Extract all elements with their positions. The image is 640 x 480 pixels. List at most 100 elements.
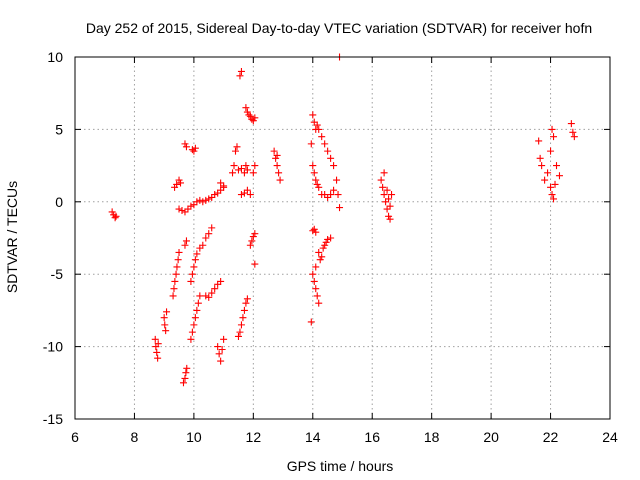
data-point <box>548 191 556 199</box>
data-point <box>386 215 394 223</box>
data-point <box>234 166 242 174</box>
data-point <box>191 256 199 264</box>
data-point <box>179 379 187 387</box>
data-point <box>237 164 245 172</box>
data-point <box>199 241 207 249</box>
data-point <box>181 374 189 382</box>
data-point <box>313 292 321 300</box>
data-point <box>315 299 323 307</box>
data-point <box>550 195 558 203</box>
data-point <box>246 191 254 199</box>
data-point <box>208 289 216 297</box>
data-point <box>173 263 181 271</box>
data-point <box>547 183 555 191</box>
data-point <box>151 335 159 343</box>
data-point <box>240 189 248 197</box>
data-point <box>243 295 251 303</box>
data-point <box>318 253 326 261</box>
data-point <box>217 357 225 365</box>
data-point <box>237 191 245 199</box>
data-point <box>183 364 191 372</box>
data-point <box>324 235 332 243</box>
data-point <box>205 293 213 301</box>
data-point <box>273 162 281 170</box>
data-point <box>184 205 192 213</box>
data-point <box>385 195 393 203</box>
data-point <box>309 162 317 170</box>
data-point <box>249 233 257 241</box>
data-point <box>202 196 210 204</box>
data-point <box>181 208 189 216</box>
data-point <box>379 183 387 191</box>
data-point <box>233 143 241 151</box>
data-point <box>160 314 168 322</box>
data-point <box>330 186 338 194</box>
data-point <box>194 299 202 307</box>
data-point <box>187 202 195 210</box>
data-point <box>181 241 189 249</box>
data-point <box>319 244 327 252</box>
data-point <box>190 263 198 271</box>
data-point <box>163 308 171 316</box>
data-point <box>190 321 198 329</box>
data-point <box>310 277 318 285</box>
data-point <box>553 162 560 170</box>
y-tick-label: -15 <box>43 411 63 427</box>
x-tick-label: 16 <box>364 429 380 445</box>
data-point <box>182 369 190 377</box>
data-point <box>567 120 575 128</box>
data-point <box>270 147 278 155</box>
data-point <box>172 270 180 278</box>
data-point <box>249 117 257 125</box>
data-point <box>211 191 219 199</box>
data-point <box>199 198 207 206</box>
data-point <box>205 230 213 238</box>
data-point <box>541 176 549 184</box>
data-point <box>386 202 394 210</box>
data-point <box>385 212 393 220</box>
data-point <box>243 186 251 194</box>
data-point <box>570 133 578 141</box>
data-point <box>240 306 248 314</box>
data-point <box>316 256 324 264</box>
data-point <box>336 204 344 212</box>
data-point <box>202 234 210 242</box>
data-point <box>380 169 388 177</box>
data-point <box>321 140 329 148</box>
data-point <box>251 260 259 268</box>
data-point <box>242 299 250 307</box>
data-point <box>251 114 259 122</box>
data-point <box>312 263 320 271</box>
data-point <box>173 180 181 188</box>
data-point <box>569 128 577 136</box>
data-point <box>154 340 162 348</box>
data-point <box>333 176 341 184</box>
data-point <box>243 166 251 174</box>
data-point <box>191 314 199 322</box>
data-point <box>190 147 198 155</box>
data-point <box>242 162 250 170</box>
data-point <box>251 230 259 238</box>
data-point <box>218 345 226 353</box>
data-point <box>275 169 283 177</box>
data-point <box>251 162 259 170</box>
data-point <box>243 108 251 116</box>
y-tick-label: -10 <box>43 339 63 355</box>
data-point <box>548 125 556 133</box>
data-point <box>248 115 256 123</box>
data-point <box>246 112 254 120</box>
data-point <box>246 241 254 249</box>
data-point <box>237 67 245 75</box>
data-point <box>111 214 119 222</box>
data-point <box>175 205 183 213</box>
data-point <box>321 191 329 199</box>
data-point <box>380 191 388 199</box>
data-point <box>538 162 546 170</box>
data-point <box>217 186 225 194</box>
data-point <box>161 321 169 329</box>
y-axis-label: SDTVAR / TECUs <box>4 181 20 293</box>
data-point <box>550 133 558 141</box>
y-tick-label: 0 <box>55 194 63 210</box>
data-point <box>383 186 391 194</box>
